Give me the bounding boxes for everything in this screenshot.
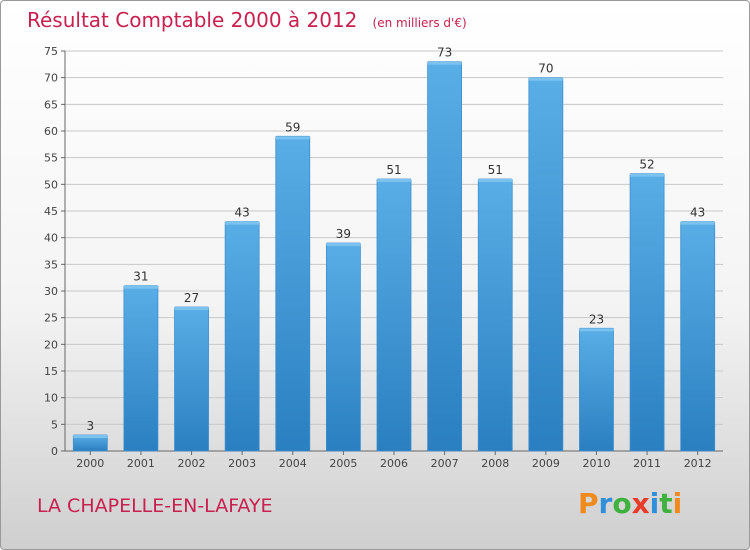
bar-2005	[325, 242, 361, 452]
y-tick-label: 45	[44, 205, 58, 218]
x-tick-label: 2011	[633, 457, 661, 470]
value-label: 59	[285, 120, 300, 134]
y-tick-label: 40	[44, 232, 58, 245]
bar-2002	[174, 306, 209, 452]
bar-highlight	[427, 61, 462, 65]
bar-highlight	[326, 243, 361, 246]
y-tick-label: 10	[44, 392, 58, 405]
bar-highlight	[225, 221, 260, 225]
y-tick-label: 65	[44, 98, 58, 111]
x-tick-label: 2012	[684, 457, 712, 470]
x-tick-label: 2003	[228, 457, 256, 470]
value-label: 23	[589, 312, 604, 326]
chart-title: Résultat Comptable 2000 à 2012	[27, 8, 358, 32]
logo-letter: i	[649, 487, 660, 520]
value-label: 52	[639, 158, 654, 172]
value-label: 51	[386, 163, 401, 177]
bar-highlight	[680, 221, 715, 225]
x-tick-label: 2004	[279, 457, 307, 470]
x-tick-label: 2002	[178, 457, 206, 470]
value-label: 70	[538, 62, 553, 76]
title-area: Résultat Comptable 2000 à 2012 (en milli…	[27, 8, 467, 32]
chart-subtitle: (en milliers d'€)	[372, 16, 467, 30]
value-label: 73	[437, 46, 452, 60]
y-tick-label: 75	[44, 45, 58, 58]
x-tick-label: 2005	[329, 457, 357, 470]
y-tick-label: 25	[44, 312, 58, 325]
x-tick-label: 2010	[582, 457, 610, 470]
y-tick-label: 55	[44, 152, 58, 165]
bar-2007	[427, 61, 463, 452]
bar-highlight	[174, 307, 209, 310]
y-tick-label: 5	[51, 418, 58, 431]
bar-highlight	[478, 179, 513, 182]
bar-highlight	[73, 435, 108, 438]
y-tick-label: 70	[44, 72, 58, 85]
bars	[72, 61, 716, 452]
y-tick-label: 35	[44, 258, 58, 271]
bar-2001	[123, 285, 159, 452]
bar-2011	[629, 173, 665, 452]
bar-highlight	[630, 173, 665, 177]
y-tick-label: 50	[44, 178, 58, 191]
value-label: 3	[86, 419, 94, 433]
value-label: 31	[133, 270, 148, 284]
axes: 0 5 10 15 20 25 30 35 40 45 50 55 60 65 70 75 2000 2001 20…	[44, 45, 723, 470]
bar-2008	[477, 178, 513, 452]
x-tick-label: 2001	[127, 457, 155, 470]
logo-letter: P	[578, 487, 599, 520]
value-label: 43	[235, 206, 250, 220]
bar-2009	[528, 77, 564, 452]
x-tick-label: 2007	[431, 457, 459, 470]
value-label: 43	[690, 206, 705, 220]
y-tick-label: 60	[44, 125, 58, 138]
y-tick-label: 0	[51, 445, 58, 458]
value-label: 27	[184, 291, 199, 305]
city-name: LA CHAPELLE-EN-LAFAYE	[37, 495, 273, 517]
y-tick-label: 30	[44, 285, 58, 298]
bar-2012	[680, 221, 716, 452]
logo-letter: r	[598, 487, 613, 520]
y-tick-label: 15	[44, 365, 58, 378]
bar-2006	[376, 178, 412, 452]
logo-letter: x	[631, 487, 650, 520]
logo-letter: t	[659, 487, 673, 520]
logo-letter: i	[672, 487, 683, 520]
value-label: 51	[488, 163, 503, 177]
proxiti-logo: Proxiti	[578, 487, 682, 520]
value-label: 39	[336, 227, 351, 241]
logo-letter: o	[612, 487, 632, 520]
bar-highlight	[528, 77, 563, 81]
bar-2003	[224, 221, 260, 452]
value-labels: 3 31 27 43 59 39 51 73 51 70 23 52 43	[86, 46, 705, 433]
bar-2010	[579, 327, 614, 452]
bar-highlight	[275, 136, 310, 140]
bar-2004	[275, 135, 311, 452]
y-tick-label: 20	[44, 338, 58, 351]
bar-highlight	[579, 328, 614, 332]
x-tick-label: 2008	[481, 457, 509, 470]
x-tick-label: 2000	[76, 457, 104, 470]
bar-highlight	[123, 285, 158, 289]
x-tick-label: 2006	[380, 457, 408, 470]
bar-highlight	[377, 179, 411, 182]
x-tick-label: 2009	[532, 457, 560, 470]
